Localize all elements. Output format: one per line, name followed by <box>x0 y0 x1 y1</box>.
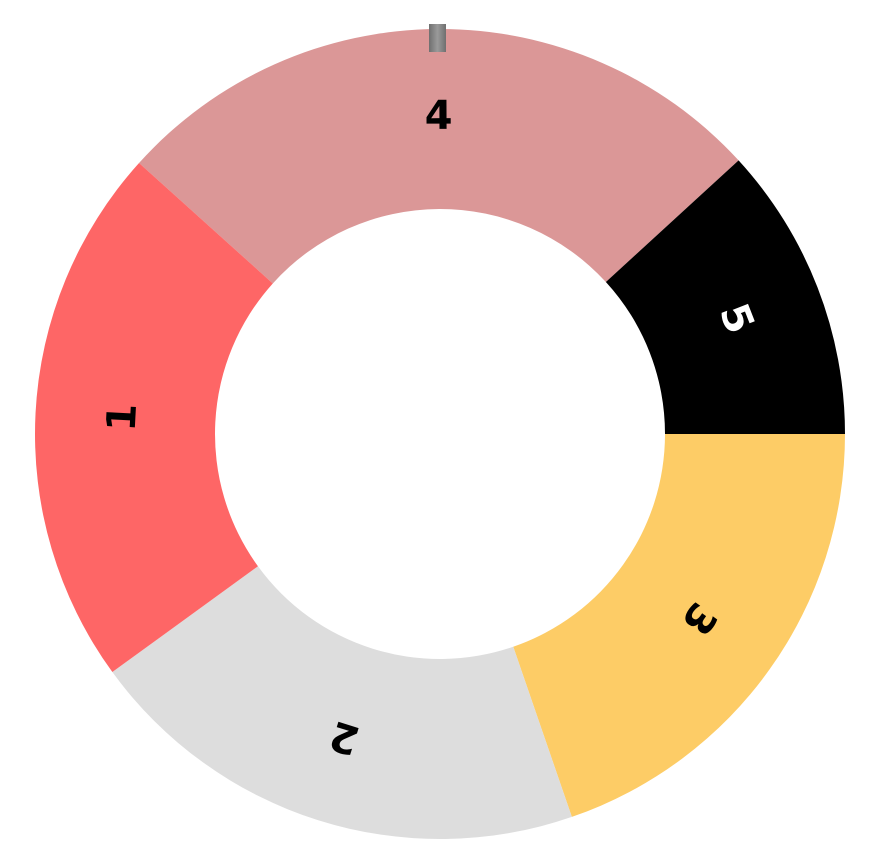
wheel-segment-3 <box>513 434 845 817</box>
wheel-pointer <box>429 24 446 52</box>
wheel-segment-2 <box>112 566 572 839</box>
wheel-segment-label-4: 4 <box>425 93 453 139</box>
wheel-segment-1 <box>34 163 273 673</box>
wheel-segment-4 <box>139 28 739 284</box>
wheel-segment-5 <box>605 160 845 434</box>
wheel-segment-label-1: 1 <box>99 402 146 432</box>
